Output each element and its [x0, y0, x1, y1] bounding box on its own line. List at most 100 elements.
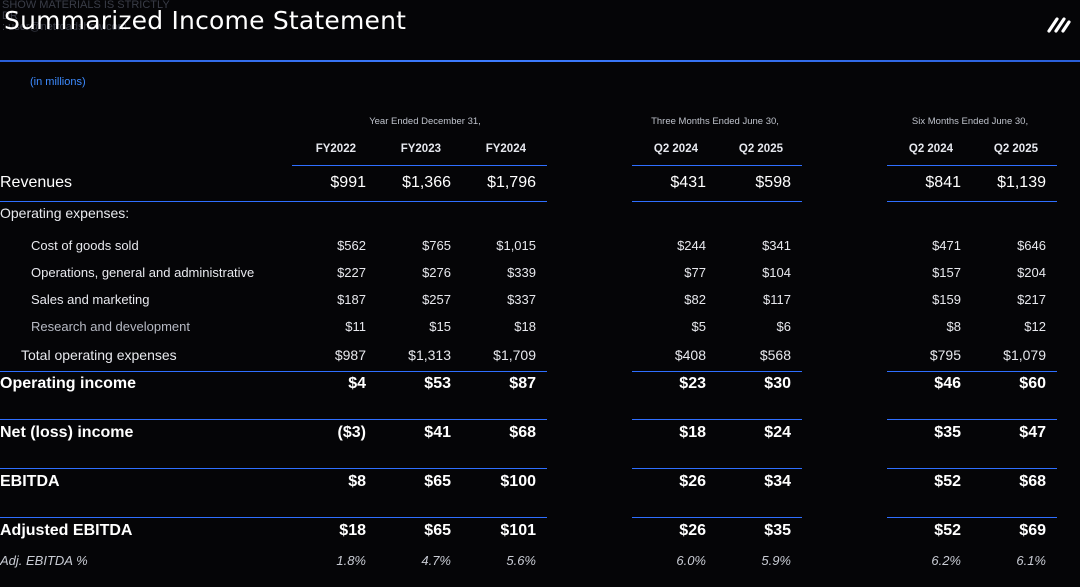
- row-label: Cost of goods sold: [31, 238, 139, 253]
- cell-value: $23: [679, 375, 706, 392]
- cell-value: $68: [1019, 473, 1046, 490]
- cell-value: $1,313: [408, 347, 451, 363]
- cell-value: $87: [509, 375, 536, 392]
- cell-value: 4.7%: [421, 553, 451, 568]
- row-label: Revenues: [0, 174, 73, 191]
- cell-value: $104: [762, 265, 791, 280]
- cell-value: 5.6%: [506, 553, 536, 568]
- cell-value: $8: [946, 319, 961, 334]
- row-label: Total operating expenses: [21, 347, 177, 363]
- cell-value: $795: [929, 347, 961, 363]
- cell-value: 5.9%: [761, 553, 791, 568]
- row-rule: [632, 201, 802, 202]
- cell-value: $60: [1019, 375, 1046, 392]
- cell-value: $987: [334, 347, 366, 363]
- row-label: Net (loss) income: [0, 424, 134, 441]
- cell-value: $1,366: [402, 174, 451, 191]
- cell-value: $35: [764, 522, 791, 539]
- cell-value: 6.1%: [1016, 553, 1046, 568]
- row-rule: [632, 517, 802, 518]
- cell-value: $65: [424, 522, 451, 539]
- cell-value: 6.2%: [931, 553, 961, 568]
- column-header-q2-2025-three: Q2 2025: [738, 143, 783, 155]
- row-label: Operating income: [0, 375, 137, 392]
- cell-value: $187: [337, 292, 366, 307]
- cell-value: $339: [507, 265, 536, 280]
- cell-value: $117: [763, 292, 791, 307]
- cell-value: $26: [679, 473, 706, 490]
- cell-value: $431: [670, 174, 706, 191]
- row-rule: [0, 468, 547, 469]
- cell-value: $77: [684, 265, 706, 280]
- cell-value: $257: [422, 292, 451, 307]
- watermark: SHOW MATERIALS IS STRICTLY DR : user@net…: [2, 0, 170, 33]
- row-rule: [632, 419, 802, 420]
- cell-value: $100: [500, 473, 536, 490]
- header-rule: [292, 165, 547, 166]
- column-header-fy2023: FY2023: [400, 143, 441, 155]
- group-header-year: Year Ended December 31,: [369, 116, 481, 127]
- cell-value: $47: [1019, 424, 1046, 441]
- brand-logo-icon: [1047, 17, 1071, 33]
- row-rule: [887, 419, 1057, 420]
- row-rule: [887, 517, 1057, 518]
- cell-value: $408: [674, 347, 706, 363]
- row-rule: [887, 371, 1057, 372]
- cell-value: $52: [934, 473, 961, 490]
- cell-value: $82: [684, 292, 706, 307]
- cell-value: $1,079: [1003, 347, 1046, 363]
- header-rule: [632, 165, 802, 166]
- cell-value: $562: [337, 238, 366, 253]
- row-rule: [0, 371, 547, 372]
- column-header-fy2024: FY2024: [485, 143, 526, 155]
- cell-value: $646: [1017, 238, 1046, 253]
- units-note: (in millions): [30, 76, 86, 88]
- row-rule: [0, 419, 547, 420]
- cell-value: 6.0%: [676, 553, 706, 568]
- cell-value: $30: [764, 375, 791, 392]
- group-header-six-months: Six Months Ended June 30,: [911, 116, 1029, 127]
- row-label: EBITDA: [0, 473, 60, 490]
- row-rule: [887, 468, 1057, 469]
- cell-value: $157: [932, 265, 961, 280]
- cell-value: $341: [762, 238, 791, 253]
- cell-value: $276: [422, 265, 451, 280]
- cell-value: $217: [1017, 292, 1046, 307]
- cell-value: $18: [339, 522, 366, 539]
- row-label: Adjusted EBITDA: [0, 522, 133, 539]
- cell-value: $69: [1019, 522, 1046, 539]
- cell-value: $101: [500, 522, 536, 539]
- row-label: Operating expenses:: [0, 205, 130, 221]
- header-rule: [887, 165, 1057, 166]
- row-label: Operations, general and administrative: [31, 265, 255, 280]
- cell-value: $68: [509, 424, 536, 441]
- cell-value: $53: [424, 375, 451, 392]
- cell-value: $1,139: [997, 174, 1046, 191]
- row-rule: [0, 517, 547, 518]
- cell-value: $1,796: [487, 174, 536, 191]
- cell-value: $24: [764, 424, 791, 441]
- cell-value: $5: [691, 319, 706, 334]
- cell-value: $598: [755, 174, 791, 191]
- cell-value: $204: [1017, 265, 1046, 280]
- column-header-q2-2024-six: Q2 2024: [908, 143, 953, 155]
- cell-value: $34: [764, 473, 791, 490]
- cell-value: $26: [679, 522, 706, 539]
- cell-value: $18: [679, 424, 706, 441]
- cell-value: $337: [507, 292, 536, 307]
- cell-value: $471: [932, 238, 961, 253]
- row-rule: [0, 201, 547, 202]
- row-rule: [632, 468, 802, 469]
- cell-value: $765: [422, 238, 451, 253]
- group-header-three-months: Three Months Ended June 30,: [651, 116, 779, 127]
- cell-value: $65: [424, 473, 451, 490]
- cell-value: $1,709: [493, 347, 536, 363]
- cell-value: $1,015: [496, 238, 536, 253]
- cell-value: $841: [925, 174, 961, 191]
- column-header-q2-2025-six: Q2 2025: [993, 143, 1038, 155]
- page-title: Summarized Income Statement: [4, 6, 407, 35]
- cell-value: $227: [337, 265, 366, 280]
- cell-value: $18: [514, 319, 536, 334]
- cell-value: $41: [424, 424, 451, 441]
- cell-value: $8: [348, 473, 366, 490]
